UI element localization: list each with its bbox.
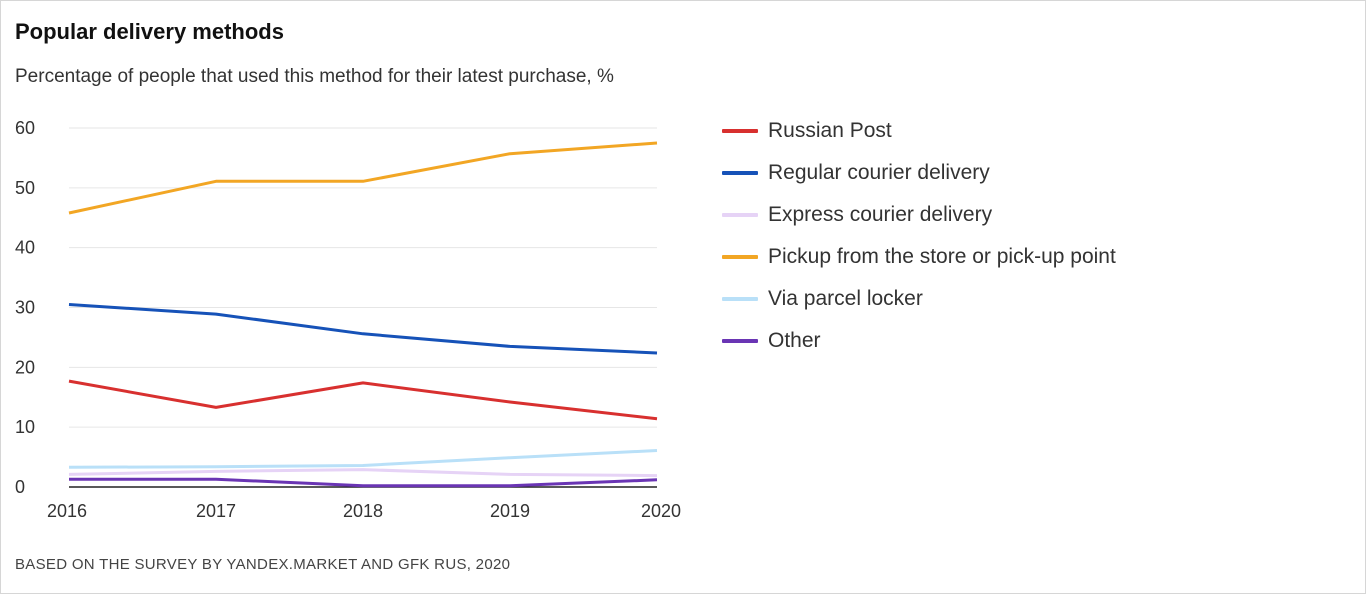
x-tick-label: 2017 <box>196 501 236 521</box>
y-tick-label: 40 <box>15 238 35 258</box>
line-chart: 0 10 20 30 40 50 60 2016 2017 2018 2019 2020 <box>15 118 681 521</box>
chart-title: Popular delivery methods <box>15 19 284 44</box>
legend-item-regular-courier: Regular courier delivery <box>722 150 1116 196</box>
legend-label: Pickup from the store or pick-up point <box>768 245 1116 268</box>
legend-item-express-courier: Express courier delivery <box>722 192 1116 238</box>
series-line-russian-post <box>68 379 658 421</box>
legend-swatch-parcel-locker <box>722 297 758 301</box>
legend-label: Other <box>768 329 821 352</box>
chart-source-note: BASED ON THE SURVEY BY YANDEX.MARKET AND… <box>15 556 511 573</box>
y-tick-label: 60 <box>15 118 35 138</box>
chart-legend: Russian Post Regular courier delivery Expr… <box>722 108 1116 364</box>
series-line-express-courier <box>68 468 658 478</box>
legend-label: Regular courier delivery <box>768 161 990 184</box>
series-line-regular-courier <box>68 303 658 355</box>
x-tick-label: 2019 <box>490 501 530 521</box>
legend-label: Express courier delivery <box>768 203 993 226</box>
legend-swatch-russian-post <box>722 129 758 133</box>
chart-subtitle: Percentage of people that used this meth… <box>15 66 614 87</box>
legend-swatch-pickup <box>722 255 758 259</box>
legend-swatch-other <box>722 339 758 343</box>
series-line-pickup <box>68 141 658 215</box>
x-tick-label: 2016 <box>47 501 87 521</box>
legend-item-other: Other <box>722 318 1116 364</box>
legend-swatch-regular-courier <box>722 171 758 175</box>
y-tick-label: 30 <box>15 298 35 318</box>
legend-swatch-express-courier <box>722 213 758 217</box>
legend-item-pickup: Pickup from the store or pick-up point <box>722 234 1116 280</box>
x-tick-label: 2018 <box>343 501 383 521</box>
y-tick-label: 0 <box>15 477 25 497</box>
legend-item-parcel-locker: Via parcel locker <box>722 276 1116 322</box>
y-tick-label: 50 <box>15 178 35 198</box>
x-tick-label: 2020 <box>641 501 681 521</box>
legend-label: Via parcel locker <box>768 287 923 310</box>
y-tick-label: 20 <box>15 357 35 377</box>
series-line-other <box>69 477 658 488</box>
series-line-parcel-locker <box>68 449 658 469</box>
legend-item-russian-post: Russian Post <box>722 108 1116 154</box>
y-tick-label: 10 <box>15 417 35 437</box>
legend-label: Russian Post <box>768 119 892 142</box>
